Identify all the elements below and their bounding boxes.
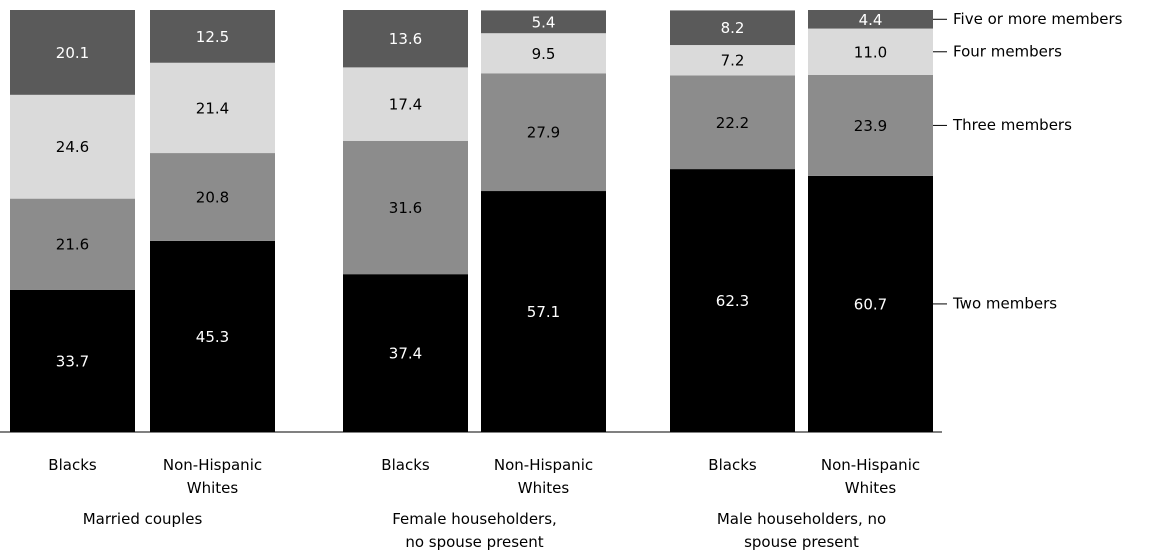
x-tick-label: Blacks [708,456,757,474]
bar-segment [10,94,135,199]
bar-segment [150,153,275,241]
value-label: 27.9 [527,124,560,142]
group-label: Male householders, no spouse present [716,510,887,551]
value-label: 7.2 [721,52,745,70]
bar-segment [150,62,275,154]
bar-segment [343,140,468,275]
bar-segment [808,175,933,432]
value-label: 60.7 [854,295,887,313]
value-label: 37.4 [389,345,422,363]
value-label: 11.0 [854,43,887,61]
x-tick-label: Blacks [381,456,430,474]
bar-segment [343,10,468,68]
value-label: 57.1 [527,303,560,321]
value-label: 22.2 [716,114,749,132]
group-label: Married couples [82,510,203,528]
value-label: 17.4 [389,96,422,114]
bar-segment [670,75,795,170]
bar-segment [343,67,468,141]
value-label: 31.6 [389,199,422,217]
value-label: 13.6 [389,30,422,48]
value-label: 33.7 [56,352,89,370]
value-label: 12.5 [196,28,229,46]
bar-segment [481,73,606,192]
bar-segment [150,10,275,63]
bar-segment [10,198,135,290]
legend-label: Three members [952,116,1072,134]
bar-segment [481,191,606,432]
legend-label: Four members [953,42,1062,60]
value-label: 5.4 [532,13,556,31]
value-label: 45.3 [196,328,229,346]
bar-segment [670,169,795,432]
value-label: 20.1 [56,44,89,62]
x-tick-label: Non-Hispanic Whites [162,456,263,497]
bar-segment [808,74,933,176]
value-label: 4.4 [859,11,883,29]
value-label: 21.6 [56,236,89,254]
x-tick-label: Non-Hispanic Whites [493,456,594,497]
bar-segment [10,289,135,432]
bar-segment [343,274,468,432]
bar-segment [670,10,795,46]
bar-segment [150,240,275,432]
value-label: 20.8 [196,188,229,206]
legend-label: Five or more members [953,10,1123,28]
group-label: Female householders, no spouse present [392,510,557,551]
value-label: 21.4 [196,99,229,117]
bar-segment [481,10,606,34]
bar-segment [670,45,795,76]
legend-label: Two members [952,294,1057,312]
value-label: 9.5 [532,45,556,63]
value-label: 62.3 [716,292,749,310]
bar-segment [481,33,606,74]
bar-segment [808,28,933,75]
value-label: 23.9 [854,117,887,135]
bar-segment [10,10,135,95]
x-tick-label: Blacks [48,456,97,474]
x-tick-label: Non-Hispanic Whites [820,456,921,497]
bar-segment [808,10,933,29]
value-label: 24.6 [56,138,89,156]
value-label: 8.2 [721,19,745,37]
